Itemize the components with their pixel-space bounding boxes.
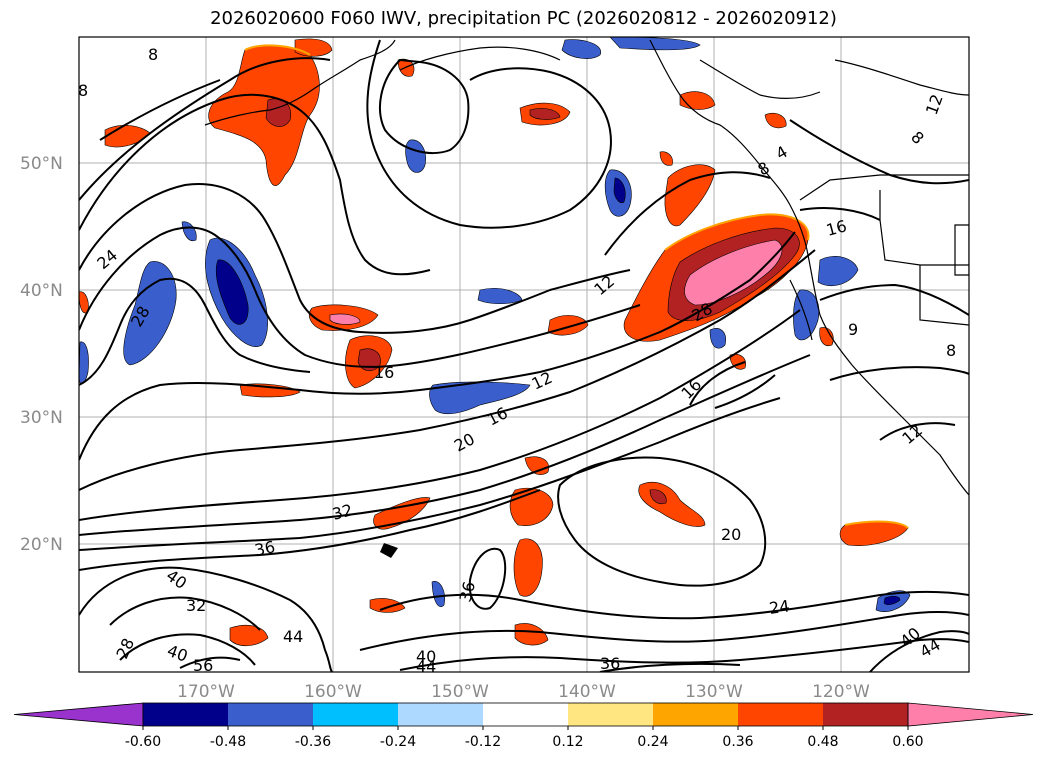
map-border (78, 36, 970, 673)
colorbar-tick-label: 0.24 (637, 734, 668, 750)
colorbar-swatch (228, 703, 313, 726)
colorbar-swatch (568, 703, 653, 726)
contour-label: 36 (600, 654, 620, 673)
colorbar-tick-label: -0.24 (380, 734, 416, 750)
colorbar-swatch (313, 703, 398, 726)
contour-label: 44 (283, 627, 303, 646)
longitude-labels: 170°W 160°W 150°W 140°W 130°W 120°W (177, 682, 870, 702)
colorbar-left-arrow-icon (13, 702, 144, 727)
colorbar-outline (142, 702, 909, 727)
lon-label-130w: 130°W (685, 682, 743, 702)
contour-label: 16 (824, 216, 849, 240)
colorbar-swatch (483, 703, 568, 726)
lon-label-120w: 120°W (812, 682, 870, 702)
lat-label-30n: 30°N (20, 408, 63, 428)
colorbar-tick-label: 0.36 (722, 734, 753, 750)
latitude-labels: 50°N 40°N 30°N 20°N (20, 154, 63, 555)
lon-label-150w: 150°W (431, 682, 489, 702)
contour-label: 16 (374, 363, 394, 382)
colorbar-swatch (823, 703, 908, 726)
colorbar-tick-label: 0.48 (807, 734, 838, 750)
positive-precip-anomalies (79, 38, 909, 647)
iwv-contours (79, 39, 969, 672)
contour-label: 32 (330, 500, 355, 524)
colorbar-tick-label: -0.12 (465, 734, 501, 750)
colorbar-swatch (398, 703, 483, 726)
lon-label-160w: 160°W (304, 682, 362, 702)
colorbar-right-arrow-icon (907, 702, 1034, 727)
contour-label: 36 (253, 537, 277, 560)
contour-label: 44 (416, 657, 436, 676)
contour-label: 9 (848, 320, 858, 339)
lon-label-170w: 170°W (177, 682, 235, 702)
contour-label: 24 (768, 596, 791, 618)
lon-label-140w: 140°W (558, 682, 616, 702)
colorbar-tick-label: 0.60 (892, 734, 923, 750)
contour-label: 40 (416, 647, 436, 666)
lat-label-50n: 50°N (20, 154, 63, 174)
light-positive-margins (244, 44, 909, 529)
map-title: 2026020600 F060 IWV, precipitation PC (2… (210, 8, 837, 29)
contour-label: 32 (186, 596, 206, 615)
contour-label: 8 (78, 81, 88, 100)
colorbar-tick-label: 0.12 (552, 734, 583, 750)
lat-label-20n: 20°N (20, 535, 63, 555)
colorbar-tick-label: -0.48 (210, 734, 246, 750)
colorbar-swatch (653, 703, 738, 726)
contour-label: 36 (456, 579, 480, 604)
storm-marker-icon (380, 543, 398, 558)
contour-label: 8 (946, 341, 956, 360)
contour-label: 20 (721, 525, 741, 544)
colorbar-swatch (143, 703, 228, 726)
colorbar-tick-label: -0.36 (295, 734, 331, 750)
lat-label-40n: 40°N (20, 281, 63, 301)
colorbar-swatch (738, 703, 823, 726)
graticule (79, 37, 969, 672)
contour-label: 56 (193, 656, 213, 675)
colorbar-tick-label: -0.60 (125, 734, 161, 750)
colorbar: -0.60 -0.48 -0.36 -0.24 -0.12 0.12 0.24 0.36 0.4… (13, 702, 1034, 750)
contour-label: 8 (148, 45, 158, 64)
